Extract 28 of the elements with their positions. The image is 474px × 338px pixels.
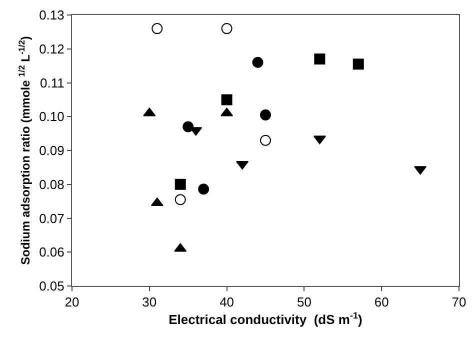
y-tick-label: 0.09	[39, 143, 64, 158]
y-tick-label: 0.08	[39, 176, 64, 192]
y-tick-label: 0.13	[39, 8, 64, 23]
y-tick-label: 0.07	[39, 210, 64, 226]
y-tick-label: 0.10	[39, 109, 64, 124]
point	[174, 194, 186, 206]
x-tick-label: 40	[220, 294, 234, 310]
point	[152, 23, 163, 34]
x-tick-label: 60	[374, 294, 389, 310]
point	[198, 184, 210, 195]
point	[260, 134, 271, 146]
y-tick-label: 0.11	[40, 75, 64, 90]
x-axis-title: Electrical conductivity (dS m$^{-1}$)	[168, 310, 362, 328]
point	[221, 23, 232, 34]
point	[182, 121, 194, 132]
point	[252, 56, 264, 68]
x-tick-label: 20	[64, 294, 80, 310]
x-tick-label: 50	[296, 294, 312, 310]
point	[314, 54, 326, 65]
y-tick-label: 0.06	[39, 244, 64, 260]
point	[174, 178, 186, 190]
point	[352, 58, 364, 70]
x-tick-label: 70	[452, 294, 466, 310]
x-tick-label: 30	[142, 294, 157, 310]
y-tick-label: 0.12	[39, 41, 64, 56]
point	[260, 109, 271, 120]
point	[221, 94, 232, 106]
y-tick-label: 0.05	[39, 278, 64, 294]
